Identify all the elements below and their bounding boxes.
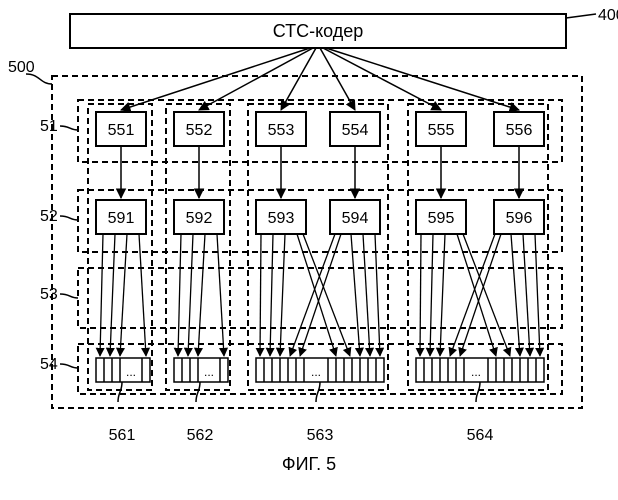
group-boxes <box>88 104 548 390</box>
svg-text:552: 552 <box>186 122 213 139</box>
row4-group4: ... <box>416 358 544 382</box>
svg-text:553: 553 <box>268 122 295 139</box>
ref-563: 563 <box>307 427 334 444</box>
row2: 591 592 593 594 595 596 <box>96 200 544 234</box>
row2-strip <box>78 190 562 252</box>
row4-group1: ... <box>96 358 150 382</box>
row4: ... ... ... ... <box>96 358 544 382</box>
row3-ref: 53 <box>40 286 58 303</box>
row4-group3: ... <box>256 358 384 382</box>
ref-564: 564 <box>467 427 494 444</box>
coder-block: СТС-кодер 400 <box>70 7 618 48</box>
svg-text:...: ... <box>471 365 481 379</box>
row-refs <box>60 126 78 368</box>
svg-text:591: 591 <box>108 210 135 227</box>
row4-group2: ... <box>174 358 228 382</box>
ref-562: 562 <box>187 427 214 444</box>
svg-text:596: 596 <box>506 210 533 227</box>
svg-text:...: ... <box>204 365 214 379</box>
ref-561: 561 <box>109 427 136 444</box>
row4-refs <box>118 382 480 402</box>
svg-text:...: ... <box>126 365 136 379</box>
coder-ref: 400 <box>598 7 618 24</box>
figure-label: ФИГ. 5 <box>282 454 336 474</box>
svg-text:555: 555 <box>428 122 455 139</box>
row1: 551 552 553 554 555 556 <box>96 112 544 146</box>
svg-text:594: 594 <box>342 210 369 227</box>
svg-text:592: 592 <box>186 210 213 227</box>
svg-text:556: 556 <box>506 122 533 139</box>
row1-strip <box>78 100 562 162</box>
row2-ref: 52 <box>40 208 58 225</box>
svg-text:593: 593 <box>268 210 295 227</box>
row1-ref: 51 <box>40 118 58 135</box>
svg-text:551: 551 <box>108 122 135 139</box>
coder-label: СТС-кодер <box>273 21 364 41</box>
svg-text:595: 595 <box>428 210 455 227</box>
row4-ref: 54 <box>40 356 58 373</box>
svg-text:554: 554 <box>342 122 369 139</box>
outer-ref: 500 <box>8 59 35 76</box>
svg-text:...: ... <box>311 365 321 379</box>
